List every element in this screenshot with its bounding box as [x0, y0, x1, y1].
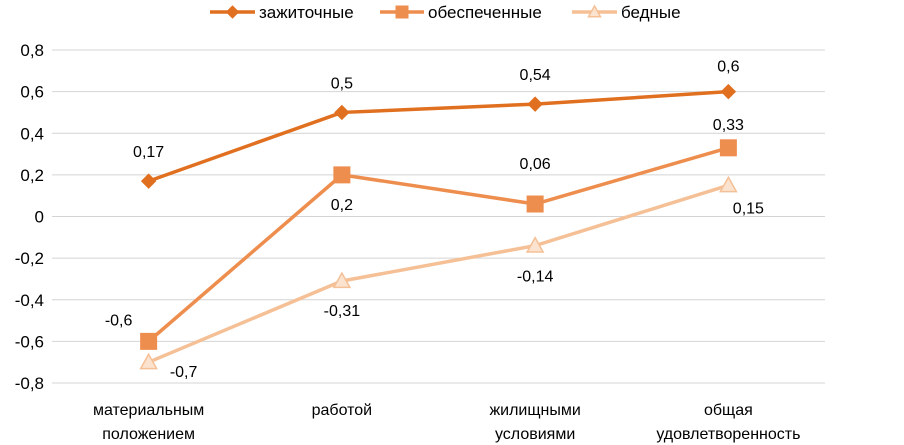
- data-label: 0,6: [717, 59, 739, 76]
- y-tick-label: 0,6: [20, 83, 44, 102]
- data-point-marker: [719, 139, 737, 157]
- data-label: -0,6: [105, 312, 133, 329]
- data-label: 0,06: [520, 156, 551, 173]
- y-tick-label: -0,6: [15, 332, 44, 351]
- data-point-marker: [527, 96, 543, 112]
- data-label: 0,54: [520, 67, 551, 84]
- data-point-marker: [140, 173, 157, 189]
- data-point-marker: [140, 332, 158, 350]
- data-point-marker: [333, 166, 351, 184]
- y-tick-label: -0,8: [15, 374, 44, 393]
- x-category-label-line: материальным: [93, 402, 204, 419]
- x-category-label: общая удовлетворенность: [656, 402, 800, 443]
- y-tick-label: 0,4: [20, 124, 44, 143]
- data-label: -0,7: [170, 364, 198, 381]
- legend-marker: [225, 5, 240, 19]
- legend-item-обеспеченные: обеспеченные: [380, 3, 542, 22]
- x-category-label: материальным положением: [93, 402, 204, 443]
- data-label: 0,33: [713, 117, 744, 134]
- legend-marker: [587, 4, 602, 18]
- data-point-marker: [526, 195, 544, 213]
- data-point-marker: [525, 236, 545, 253]
- x-category-label-line: удовлетворенность: [656, 426, 800, 443]
- y-tick-label: 0: [35, 208, 44, 227]
- y-tick-label: 0,2: [20, 166, 44, 185]
- series-line: [147, 146, 729, 343]
- data-label: 0,17: [133, 144, 164, 161]
- series-бедные: -0,7 -0,31 -0,14 0,15: [139, 175, 764, 381]
- legend-marker: [395, 5, 409, 19]
- legend-item-бедные: бедные: [572, 3, 681, 22]
- x-category-label-line: условиями: [495, 426, 575, 443]
- legend-item-зажиточные: зажиточные: [210, 3, 354, 22]
- x-category-label: работой: [312, 402, 373, 419]
- x-category-label-line: работой: [312, 402, 373, 419]
- y-tick-label: 0,8: [20, 41, 44, 60]
- data-point-marker: [332, 271, 352, 289]
- series-зажиточные: 0,17 0,5 0,54 0,6: [133, 59, 740, 189]
- data-point-marker: [720, 83, 737, 100]
- x-category-label-line: положением: [102, 426, 195, 443]
- legend-label: обеспеченные: [428, 3, 542, 22]
- legend-label: зажиточные: [259, 3, 354, 22]
- data-point-marker: [139, 352, 158, 370]
- y-tick-label: -0,4: [15, 291, 44, 310]
- data-point-marker: [719, 175, 738, 193]
- legend-label: бедные: [621, 3, 681, 22]
- data-label: 0,5: [331, 75, 353, 92]
- y-tick-label: -0,2: [15, 249, 44, 268]
- x-category-label-line: жилищными: [489, 402, 580, 419]
- series-line: [148, 89, 729, 183]
- data-label: -0,31: [324, 303, 361, 320]
- data-point-marker: [334, 104, 350, 121]
- x-category-label-line: общая: [704, 402, 753, 419]
- data-label: -0,14: [517, 269, 554, 286]
- series-обеспеченные: -0,6 0,2 0,06 0,33: [105, 117, 744, 350]
- x-category-label: жилищными условиями: [489, 402, 580, 443]
- data-label: 0,15: [733, 200, 764, 217]
- series-line: [147, 183, 729, 364]
- data-label: 0,2: [331, 197, 353, 214]
